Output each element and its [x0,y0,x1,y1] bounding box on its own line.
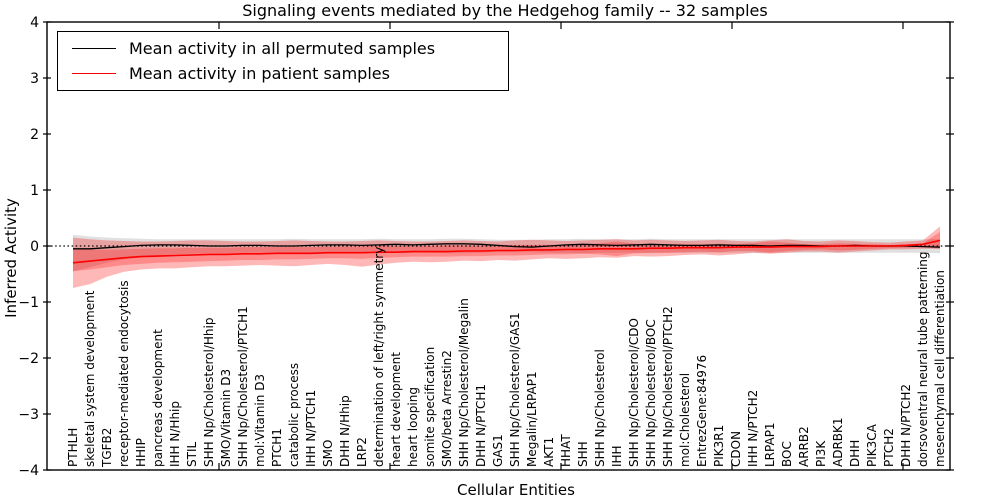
y-tick-label: −3 [18,407,39,423]
y-tick-label: −2 [18,351,39,367]
x-tick-label: skeletal system development [83,290,97,467]
x-tick-label: PIK3CA [865,423,879,467]
x-tick-label: ARRB2 [797,426,811,467]
y-tick-label: −1 [18,295,39,311]
legend-label-patient: Mean activity in patient samples [129,63,390,83]
y-tick-label: 4 [30,15,39,31]
x-tick-label: determination of left/right symmetry [372,247,386,467]
y-tick-label: 2 [30,127,39,143]
x-tick-label: DHH N/Hhip [338,395,352,467]
x-tick-label: mol:Cholesterol [678,373,692,467]
x-tick-label: heart development [389,352,403,467]
chart-title: Signaling events mediated by the Hedgeho… [242,1,768,20]
x-tick-label: GAS1 [491,434,505,467]
x-tick-label: pancreas development [151,329,165,467]
y-tick-label: 0 [30,239,39,255]
x-tick-label: somite specification [423,347,437,467]
x-tick-label: DHH [848,440,862,467]
x-tick-label: receptor-mediated endocytosis [117,280,131,467]
y-tick-label: −4 [18,463,39,479]
x-tick-label: IHH N/PTCH1 [304,390,318,467]
y-tick-label: 3 [30,71,39,87]
permuted-band [73,234,940,272]
x-tick-label: SHH Np/Cholesterol/GAS1 [508,312,522,467]
x-tick-label: LRPAP1 [763,422,777,467]
x-tick-label: Megalin/LRPAP1 [525,371,539,467]
x-tick-label: IHH [610,445,624,467]
x-tick-label: ADRBK1 [831,417,845,467]
x-tick-label: STIL [185,442,199,467]
x-tick-label: HHAT [559,434,573,467]
x-tick-label: heart looping [406,387,420,467]
patient-band-outer [73,226,940,288]
legend-line-patient-icon [72,72,116,74]
x-tick-label: SHH Np/Cholesterol/PTCH2 [661,306,675,467]
x-tick-label: catabolic process [287,363,301,467]
x-tick-label: mol:Vitamin D3 [253,374,267,467]
x-tick-label: mesenchymal cell differentiation [933,270,947,467]
patient-mean-line [72,239,941,264]
x-tick-label: PI3K [814,440,828,467]
legend-entry-patient: Mean activity in patient samples [72,64,508,83]
x-tick-label: PTCH2 [882,428,896,467]
x-tick-label: SMO [321,440,335,467]
x-axis-label: Cellular Entities [457,481,575,499]
x-tick-label: PTHLH [66,428,80,467]
x-tick-label: SHH Np/Cholesterol/PTCH1 [236,306,250,467]
legend-line-permuted-icon [72,48,116,50]
x-tick-label: EntrezGene:84976 [695,355,709,467]
x-tick-label: HHIP [134,438,148,467]
x-tick-label: SHH Np/Cholesterol/BOC [644,319,658,467]
x-tick-label: SHH [576,441,590,467]
x-tick-label: AKT1 [542,437,556,467]
permuted-mean-line [73,243,941,250]
x-tick-label: SHH Np/Cholesterol/CDO [627,318,641,467]
patient-band-inner [73,232,940,272]
x-tick-label: SHH Np/Cholesterol [593,349,607,467]
x-tick-label: DHH N/PTCH2 [899,384,913,467]
x-tick-label: SMO/beta Arrestin2 [440,350,454,467]
x-tick-label: PIK3R1 [712,425,726,467]
x-tick-label: IHH N/PTCH2 [746,390,760,467]
x-tick-label: SHH Np/Cholesterol/Hhip [202,318,216,467]
x-tick-label: DHH N/PTCH1 [474,384,488,467]
legend-label-permuted: Mean activity in all permuted samples [129,39,436,59]
x-tick-label: IHH N/Hhip [168,401,182,467]
x-tick-label: dorsoventral neural tube patterning [916,251,930,467]
x-tick-label: CDON [729,431,743,467]
x-tick-label: PTCH1 [270,428,284,467]
plot-border [46,21,951,471]
x-tick-label: TGFB2 [100,428,114,468]
x-tick-label: SHH Np/Cholesterol/Megalin [457,298,471,467]
legend-box: Mean activity in all permuted samples Me… [57,31,509,91]
y-tick-label: 1 [30,183,39,199]
legend-entry-permuted: Mean activity in all permuted samples [72,39,508,58]
x-tick-label: SMO/Vitamin D3 [219,369,233,467]
x-tick-label: LRP2 [355,437,369,467]
x-tick-label: BOC [780,441,794,467]
